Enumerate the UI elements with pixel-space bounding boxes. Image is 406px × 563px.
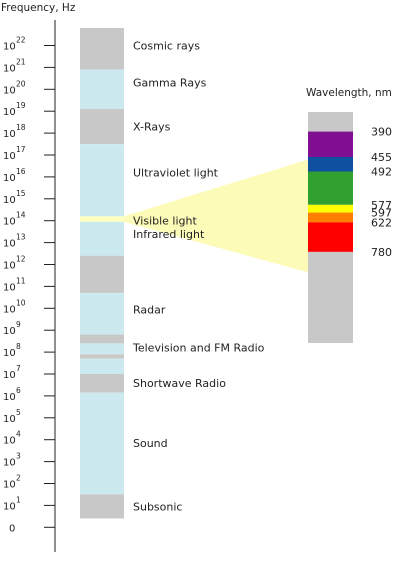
tick-label: 10 (3, 348, 16, 359)
band-4 (80, 216, 124, 222)
tick-label: 10 (3, 151, 16, 162)
tick-label: 10 (3, 458, 16, 469)
band-5 (80, 221, 124, 256)
tick-label: 10 (3, 107, 16, 118)
tick-label: 10 (3, 239, 16, 250)
band-label: Cosmic rays (133, 40, 200, 53)
frequency-ticks: 1022102110201019101810171016101510141013… (3, 36, 55, 534)
band-2 (80, 109, 124, 144)
band-label: Visible light (133, 215, 197, 228)
tick-exponent: 3 (16, 452, 21, 461)
tick-exponent: 20 (16, 79, 26, 88)
frequency-bands (80, 28, 124, 519)
spectrum-segment-4 (308, 212, 353, 223)
band-10 (80, 354, 124, 359)
tick-exponent: 9 (16, 320, 21, 329)
tick-label: 10 (3, 304, 16, 315)
spectrum-segment-1 (308, 157, 353, 172)
wavelength-label: 492 (371, 166, 392, 179)
tick-exponent: 18 (16, 123, 26, 132)
tick-exponent: 4 (16, 430, 21, 439)
band-label: Television and FM Radio (132, 342, 265, 355)
tick-exponent: 14 (16, 211, 26, 220)
tick-label: 10 (3, 414, 16, 425)
tick-exponent: 15 (16, 189, 26, 198)
tick-label: 10 (3, 326, 16, 337)
band-label: Shortwave Radio (133, 377, 226, 390)
spectrum-segment-3 (308, 204, 353, 213)
band-label: Infrared light (133, 228, 205, 241)
tick-exponent: 22 (16, 36, 26, 45)
band-labels: Cosmic rays Gamma Rays X-Rays Ultraviolet l… (132, 40, 265, 514)
visible-light-projection (124, 159, 308, 273)
band-6 (80, 255, 124, 293)
tick-label: 10 (3, 42, 16, 53)
band-8 (80, 334, 124, 344)
tick-exponent: 21 (16, 57, 26, 66)
band-label: X-Rays (133, 121, 171, 134)
tick-label: 10 (3, 282, 16, 293)
wavelength-label: 390 (371, 126, 392, 139)
tick-exponent: 12 (16, 255, 26, 264)
band-13 (80, 392, 124, 495)
tick-label: 10 (3, 501, 16, 512)
tick-label: 10 (3, 370, 16, 381)
tick-label: 10 (3, 261, 16, 272)
tick-exponent: 10 (16, 298, 26, 307)
visible-spectrum (308, 131, 353, 252)
band-label: Ultraviolet light (133, 167, 219, 180)
tick-exponent: 13 (16, 233, 26, 242)
band-label: Gamma Rays (133, 77, 207, 90)
tick-label: 10 (3, 129, 16, 140)
band-12 (80, 374, 124, 393)
wavelength-label: 577 (371, 199, 392, 212)
tick-exponent: 7 (16, 364, 21, 373)
tick-label: 10 (3, 217, 16, 228)
tick-label: 0 (9, 523, 15, 534)
tick-exponent: 5 (16, 408, 21, 417)
band-label: Sound (133, 437, 168, 450)
wavelength-label: 622 (371, 216, 392, 229)
band-3 (80, 144, 124, 217)
spectrum-segment-0 (308, 131, 353, 157)
tick-exponent: 8 (16, 342, 21, 351)
tick-exponent: 19 (16, 101, 26, 110)
tick-label: 10 (3, 173, 16, 184)
band-label: Radar (133, 303, 166, 316)
band-7 (80, 293, 124, 335)
band-1 (80, 69, 124, 109)
wavelength-axis-title: Wavelength, nm (306, 87, 392, 99)
band-11 (80, 358, 124, 374)
tick-label: 10 (3, 195, 16, 206)
tick-label: 10 (3, 436, 16, 447)
wavelength-label: 597 (371, 207, 392, 220)
tick-label: 10 (3, 480, 16, 491)
tick-exponent: 1 (16, 495, 21, 504)
band-9 (80, 343, 124, 355)
tick-label: 10 (3, 63, 16, 74)
spectrum-segment-5 (308, 222, 353, 252)
band-14 (80, 494, 124, 519)
spectrum-segment-2 (308, 171, 353, 205)
tick-exponent: 2 (16, 474, 21, 483)
band-label: Subsonic (133, 501, 182, 514)
frequency-axis-title: Frequency, Hz (1, 2, 76, 14)
band-0 (80, 28, 124, 70)
tick-label: 10 (3, 85, 16, 96)
wavelength-label: 455 (371, 151, 392, 164)
wavelength-label: 780 (371, 246, 392, 259)
tick-exponent: 16 (16, 167, 26, 176)
tick-exponent: 6 (16, 386, 21, 395)
tick-exponent: 11 (16, 276, 26, 285)
tick-exponent: 17 (16, 145, 26, 154)
tick-label: 10 (3, 392, 16, 403)
